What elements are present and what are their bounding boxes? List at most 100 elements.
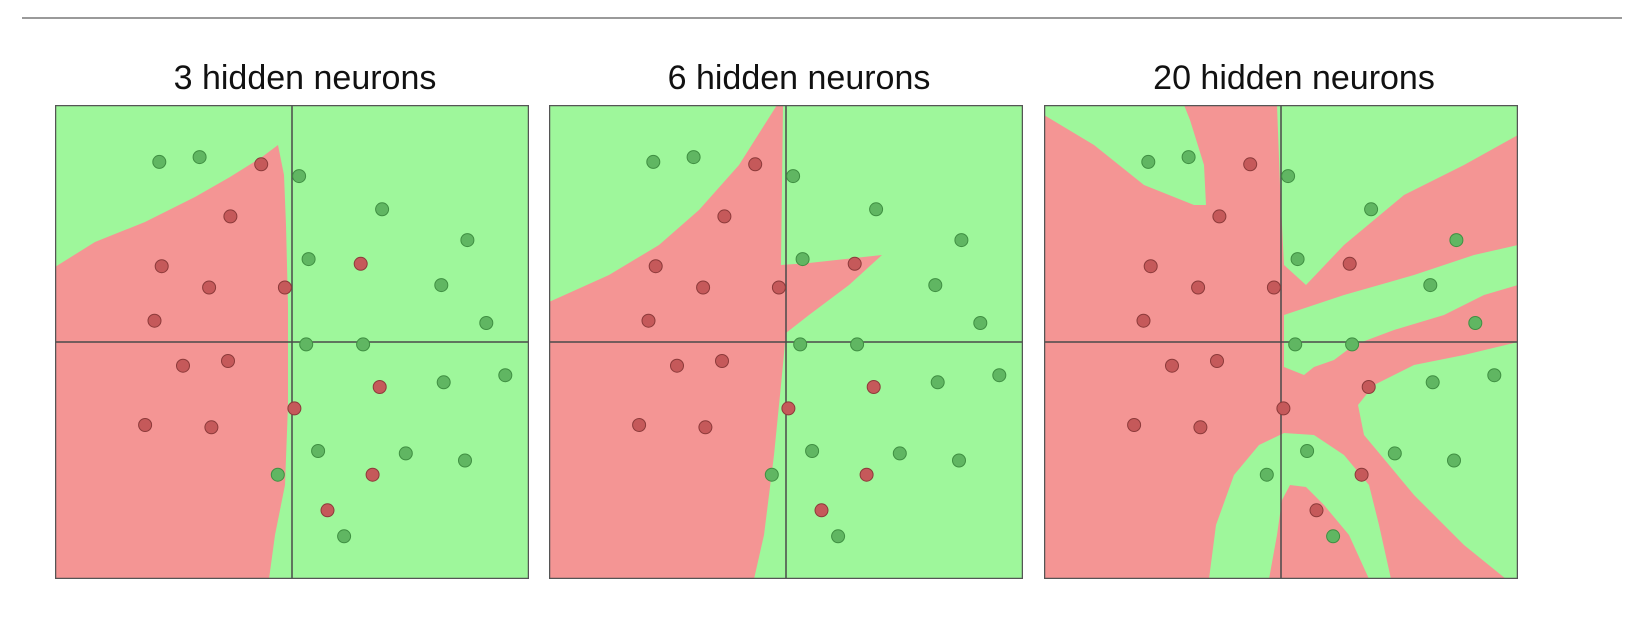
decision-boundary-plot bbox=[549, 105, 1023, 579]
red-point bbox=[1354, 467, 1369, 482]
green-point bbox=[1326, 529, 1341, 544]
red-point bbox=[147, 313, 162, 328]
red-point bbox=[138, 418, 153, 432]
red-point bbox=[1191, 280, 1206, 295]
red-point bbox=[670, 358, 684, 373]
red-point bbox=[254, 157, 269, 172]
green-point bbox=[992, 368, 1007, 383]
green-point bbox=[192, 150, 207, 165]
green-point bbox=[356, 337, 371, 352]
red-point bbox=[1193, 420, 1208, 435]
red-point bbox=[648, 259, 663, 274]
green-point bbox=[1468, 316, 1483, 330]
green-point bbox=[1423, 278, 1438, 293]
green-point bbox=[646, 154, 661, 169]
green-point bbox=[458, 453, 472, 468]
decision-boundary-plot bbox=[1044, 105, 1518, 579]
green-point bbox=[270, 467, 285, 482]
red-point bbox=[1136, 313, 1151, 328]
top-divider bbox=[22, 17, 1622, 19]
green-point bbox=[1288, 337, 1303, 352]
data-points bbox=[632, 150, 1007, 544]
red-point bbox=[717, 209, 732, 224]
red-point bbox=[277, 280, 292, 295]
data-points bbox=[1127, 150, 1502, 544]
green-point bbox=[686, 150, 701, 165]
red-point bbox=[632, 418, 647, 432]
green-point bbox=[1300, 444, 1315, 458]
chart-title: 6 hidden neurons bbox=[667, 59, 931, 97]
red-point bbox=[320, 503, 335, 518]
red-point bbox=[1210, 354, 1224, 368]
green-point bbox=[311, 444, 326, 458]
red-point bbox=[1276, 401, 1291, 416]
green-region bbox=[1277, 105, 1518, 285]
green-point bbox=[831, 529, 846, 544]
red-point bbox=[154, 259, 169, 274]
green-point bbox=[952, 453, 966, 468]
green-point bbox=[1141, 154, 1156, 169]
red-point bbox=[859, 467, 874, 482]
green-point bbox=[795, 252, 810, 267]
red-point bbox=[372, 380, 387, 394]
red-point bbox=[204, 420, 219, 435]
green-point bbox=[930, 375, 945, 390]
plot-frame bbox=[55, 105, 529, 579]
green-point bbox=[1487, 368, 1502, 383]
red-point bbox=[1143, 259, 1158, 274]
green-point bbox=[375, 202, 390, 217]
green-point bbox=[301, 252, 316, 267]
green-point bbox=[892, 446, 907, 461]
green-point bbox=[764, 467, 779, 482]
plot-frame bbox=[549, 105, 1023, 579]
red-point bbox=[353, 256, 368, 271]
red-point bbox=[365, 467, 380, 482]
chart-title: 20 hidden neurons bbox=[1153, 59, 1435, 97]
green-point bbox=[152, 154, 167, 169]
green-point bbox=[1387, 446, 1402, 461]
green-point bbox=[1259, 467, 1274, 482]
green-point bbox=[292, 169, 307, 184]
green-point bbox=[1425, 375, 1440, 390]
green-point bbox=[1449, 233, 1464, 248]
red-point bbox=[771, 280, 786, 295]
green-region bbox=[1358, 342, 1518, 579]
green-point bbox=[1345, 337, 1360, 352]
red-point bbox=[1212, 209, 1227, 224]
red-point bbox=[223, 209, 238, 224]
green-point bbox=[498, 368, 513, 383]
green-point bbox=[1281, 169, 1296, 184]
red-point bbox=[221, 354, 235, 368]
red-point bbox=[814, 503, 829, 518]
decision-boundary-plot bbox=[55, 105, 529, 579]
red-region bbox=[55, 145, 288, 579]
red-point bbox=[748, 157, 763, 172]
red-point bbox=[287, 401, 302, 416]
red-point bbox=[715, 354, 729, 368]
green-point bbox=[1181, 150, 1196, 165]
red-point bbox=[781, 401, 796, 416]
red-point bbox=[1165, 358, 1179, 373]
red-point bbox=[202, 280, 217, 295]
green-point bbox=[793, 337, 808, 352]
green-point bbox=[434, 278, 449, 293]
red-point bbox=[696, 280, 711, 295]
chart-panel-20-neurons: 20 hidden neurons bbox=[1044, 55, 1544, 610]
chart-panel-3-neurons: 3 hidden neurons bbox=[55, 55, 555, 610]
green-point bbox=[479, 316, 494, 330]
chart-panel-6-neurons: 6 hidden neurons bbox=[549, 55, 1049, 610]
plot-frame bbox=[1044, 105, 1518, 579]
green-point bbox=[805, 444, 820, 458]
red-point bbox=[1243, 157, 1258, 172]
green-point bbox=[299, 337, 314, 352]
green-point bbox=[1290, 252, 1305, 267]
red-point bbox=[1266, 280, 1281, 295]
green-region bbox=[1209, 433, 1391, 579]
red-point bbox=[866, 380, 881, 394]
data-points bbox=[138, 150, 513, 544]
red-point bbox=[1342, 256, 1357, 271]
green-point bbox=[398, 446, 413, 461]
green-point bbox=[850, 337, 865, 352]
red-point bbox=[1309, 503, 1324, 518]
green-point bbox=[786, 169, 801, 184]
